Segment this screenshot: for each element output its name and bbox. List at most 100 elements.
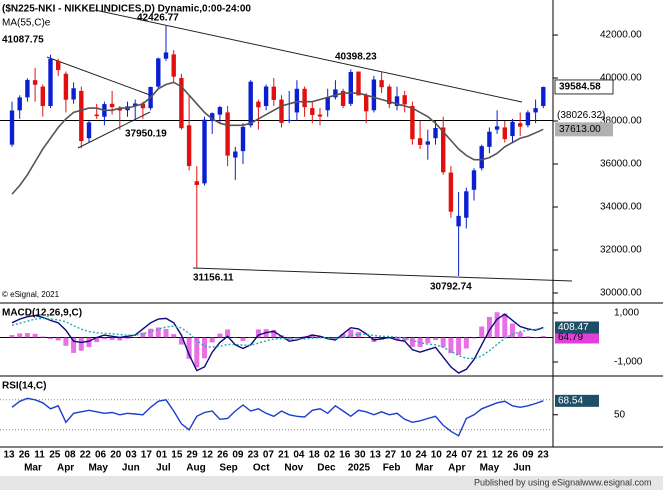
candle-body [433, 127, 438, 139]
histogram-bar [494, 312, 500, 338]
value-box [555, 321, 599, 334]
histogram-bar [356, 332, 361, 338]
histogram-bar [232, 337, 238, 339]
y-tick-label: 36000.00 [600, 159, 642, 170]
histogram-bar [140, 332, 146, 338]
histogram-bar [340, 333, 346, 338]
trend-line [77, 111, 151, 149]
value-label: 64.79 [558, 332, 583, 343]
candle-body [417, 138, 423, 145]
candle-body [518, 123, 523, 127]
histogram-bar [163, 328, 169, 338]
ma-value-box [555, 122, 613, 137]
histogram-bar [240, 337, 246, 341]
candle-body [371, 79, 377, 111]
histogram-bar [409, 337, 415, 347]
x-tick-label: 03 [126, 450, 138, 461]
x-group-label: Jun [122, 463, 140, 474]
candle-body [287, 119, 292, 122]
last-price-label: 39584.58 [559, 82, 601, 93]
x-tick-label: 09 [232, 450, 244, 461]
histogram-bar [109, 337, 115, 340]
histogram-bar [125, 337, 130, 339]
candle-body [271, 86, 276, 100]
trend-line [192, 267, 573, 282]
trend-line [94, 9, 523, 103]
trend-line [46, 56, 151, 96]
x-group-label: Apr [448, 463, 465, 474]
x-tick-label: 23 [538, 450, 550, 461]
histogram-bar [510, 323, 515, 338]
y-tick-label: 32000.00 [600, 245, 642, 256]
histogram-bar [486, 316, 492, 338]
candle-body [248, 81, 253, 126]
candle-body [256, 101, 261, 108]
histogram-bar [225, 329, 231, 338]
candle-body [425, 141, 430, 145]
histogram-bar [517, 332, 523, 338]
x-tick-label: 13 [370, 450, 382, 461]
candle-body [79, 90, 84, 142]
watermark: © eSignal, 2021 [2, 290, 60, 299]
histogram-bar [9, 335, 15, 338]
x-tick-label: 06 [95, 450, 107, 461]
candle-body [163, 52, 169, 59]
candle-body [294, 88, 300, 113]
histogram-bar [209, 337, 215, 343]
last-price-box [554, 79, 614, 95]
candle-body [487, 131, 492, 147]
x-tick-label: 08 [64, 450, 76, 461]
histogram-bar [132, 337, 138, 339]
y-tick-label: 50 [614, 409, 626, 420]
annotation: 31156.11 [193, 273, 234, 284]
value-label: 408.47 [558, 322, 589, 333]
candle-body [86, 122, 92, 139]
x-group-label: Sep [219, 463, 237, 474]
candle-body [263, 86, 269, 106]
annotation: 42426.77 [137, 13, 179, 24]
candle-body [494, 126, 500, 130]
annotation: 41087.75 [2, 35, 44, 46]
x-group-label: Jun [513, 463, 531, 474]
candle-body [71, 88, 76, 100]
candle-body [464, 191, 469, 218]
candle-body [186, 125, 192, 166]
y-tick-label: 34000.00 [600, 202, 642, 213]
y-tick-label: 40000.00 [600, 73, 642, 84]
candle-body [133, 103, 138, 106]
histogram-bar [294, 337, 300, 339]
candle-body [279, 99, 284, 123]
candle-body [525, 112, 531, 126]
candle-body [402, 95, 407, 105]
histogram-bar [171, 334, 177, 338]
x-tick-label: 12 [492, 450, 504, 461]
histogram-bar [17, 333, 23, 338]
candle-body [156, 58, 161, 87]
histogram-bar [463, 337, 469, 349]
histogram-bar [271, 329, 277, 338]
value-box [555, 331, 599, 344]
x-tick-label: 21 [278, 450, 290, 461]
candle-body [479, 146, 484, 169]
x-group-label: May [88, 463, 108, 474]
candle-body [140, 103, 146, 109]
x-tick-label: 07 [263, 450, 275, 461]
histogram-bar [479, 326, 485, 338]
histogram-bar [63, 337, 69, 346]
candle-body [109, 103, 115, 108]
histogram-bar [202, 337, 207, 359]
x-tick-label: 07 [461, 450, 473, 461]
x-group-label: Mar [24, 463, 42, 474]
histogram-bar [502, 313, 508, 338]
x-tick-label: 24 [415, 450, 427, 461]
candle-body [410, 105, 415, 140]
candle-body [233, 151, 238, 158]
histogram-bar [425, 337, 431, 344]
candle-body [40, 86, 45, 106]
candle-body [379, 80, 384, 88]
candle-body [63, 73, 69, 100]
x-tick-label: 29 [187, 450, 199, 461]
ma-value-label: 37613.00 [559, 124, 601, 135]
x-tick-label: 17 [141, 450, 153, 461]
